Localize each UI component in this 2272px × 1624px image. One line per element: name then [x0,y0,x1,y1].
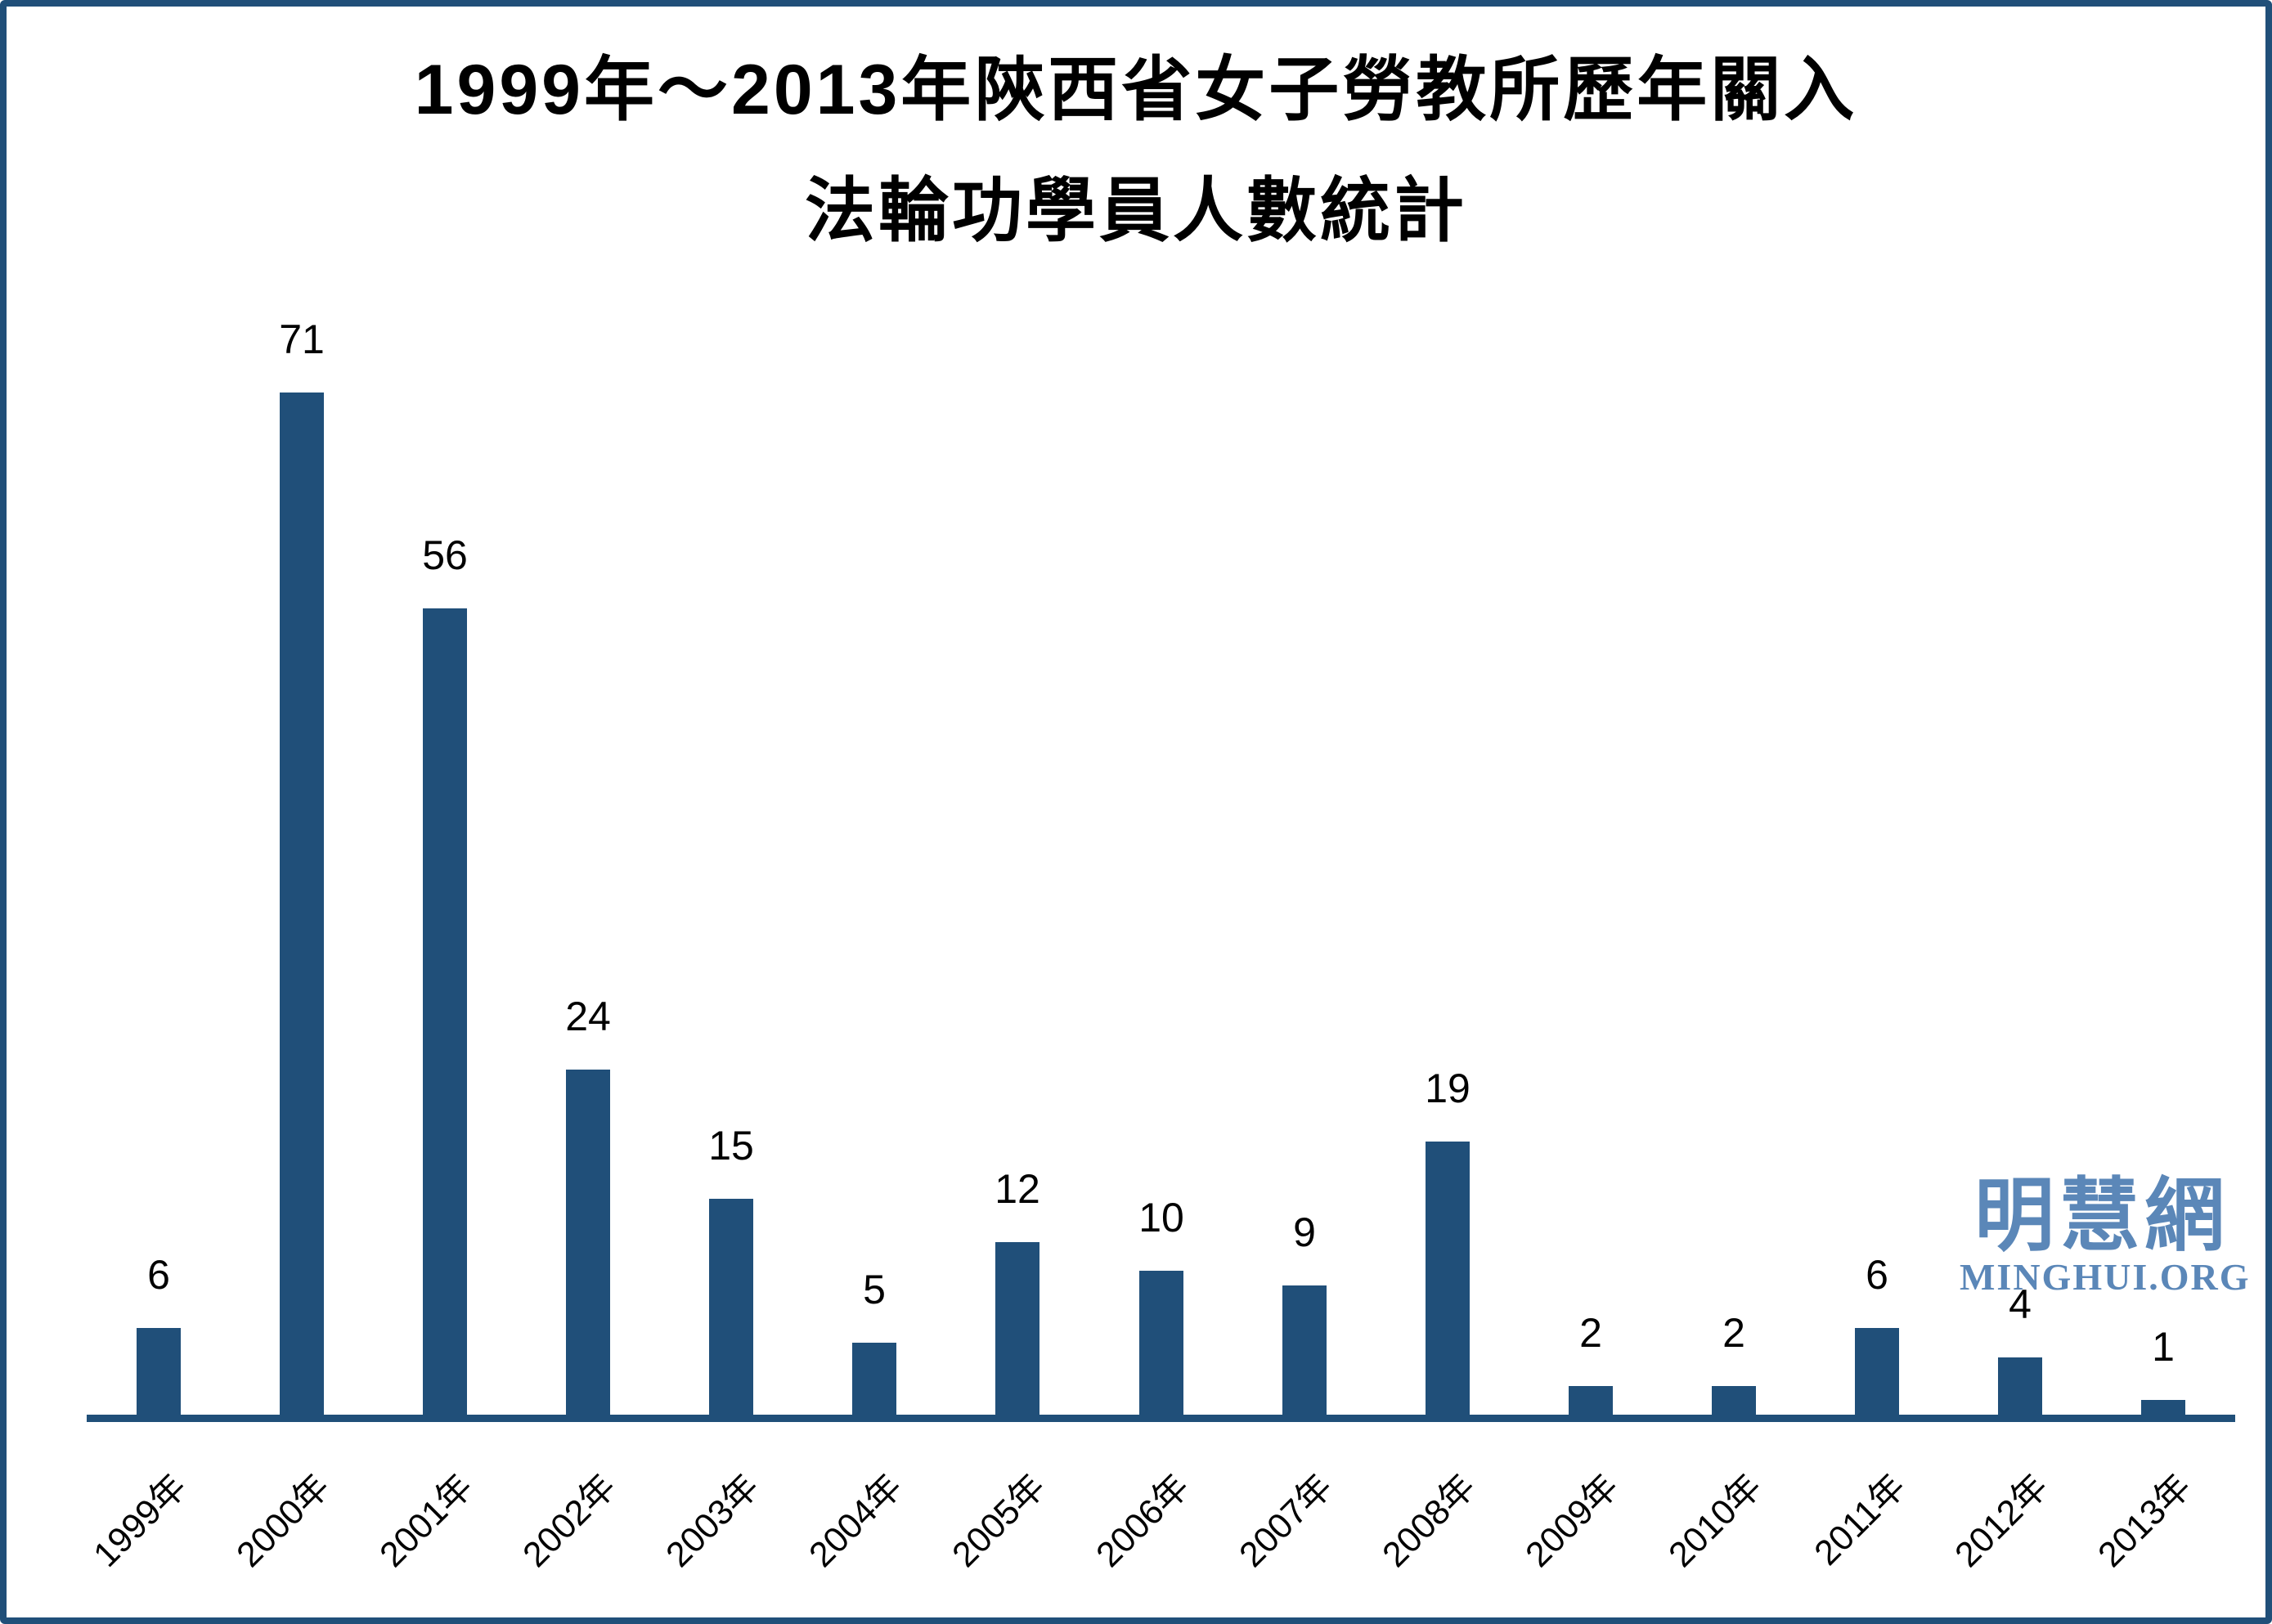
bar [1569,1386,1613,1415]
x-tick-label-text: 1999年 [86,1466,195,1575]
bar [1139,1271,1183,1415]
chart-title-line1: 1999年～2013年陝西省女子勞教所歷年關入 [414,51,1858,129]
bar-value-label: 56 [422,532,468,578]
x-tick-label-text: 2004年 [801,1466,910,1575]
bar-value-label: 12 [995,1166,1040,1212]
bar [1712,1386,1756,1415]
chart-title: 1999年～2013年陝西省女子勞教所歷年關入 法輪功學員人數統計 [7,29,2265,271]
bar [280,393,324,1415]
bar-value-label: 19 [1425,1065,1471,1111]
x-tick-label-text: 2006年 [1089,1466,1197,1575]
bar [1855,1328,1899,1415]
chart-title-line2: 法輪功學員人數統計 [805,172,1467,250]
bar-value-label: 71 [279,316,325,362]
plot-area: 6 1999年 71 2000年 56 2001年 24 2002年 15 2003年 5 2004年… [7,7,2265,1617]
bar-value-label: 2 [1579,1310,1602,1356]
bar [423,608,467,1415]
x-tick-label-text: 2007年 [1232,1466,1340,1575]
bar [852,1343,896,1415]
x-tick-label-text: 2010年 [1661,1466,1770,1575]
bar-value-label: 6 [147,1252,170,1298]
x-tick-label-text: 2012年 [1947,1466,2056,1575]
bar-value-label: 10 [1138,1195,1184,1240]
bar [1426,1142,1470,1415]
minghui-logo: 明慧網 MINGHUI.ORG [1960,1170,2251,1299]
x-axis-line [87,1415,2235,1422]
logo-cjk-text: 明慧網 [1973,1170,2229,1260]
bar [1282,1285,1327,1415]
bar-value-label: 6 [1866,1252,1888,1298]
bar-value-label: 15 [708,1123,754,1169]
bar [709,1199,753,1415]
x-tick-label-text: 2002年 [515,1466,624,1575]
bar-value-label: 24 [565,994,611,1039]
bar [1998,1357,2042,1415]
bar-value-label: 5 [863,1267,886,1312]
bar-value-label: 9 [1293,1209,1316,1255]
x-tick-label-text: 2013年 [2090,1466,2199,1575]
bar [566,1070,610,1415]
x-tick-label-text: 2009年 [1518,1466,1627,1575]
bar [995,1242,1039,1415]
x-tick-label-text: 2001年 [372,1466,481,1575]
bar [2141,1400,2185,1415]
bar-value-label: 1 [2152,1324,2175,1370]
bar [137,1328,181,1415]
x-tick-label-text: 2005年 [945,1466,1053,1575]
bar-value-label: 4 [2009,1281,2032,1327]
bar-value-label: 2 [1722,1310,1745,1356]
x-tick-label-text: 2011年 [1806,1466,1913,1573]
x-tick-label-text: 2008年 [1375,1466,1484,1575]
x-tick-label-text: 2003年 [658,1466,767,1575]
x-tick-label-text: 2000年 [229,1466,338,1575]
logo-latin-text: MINGHUI.ORG [1960,1256,2251,1298]
